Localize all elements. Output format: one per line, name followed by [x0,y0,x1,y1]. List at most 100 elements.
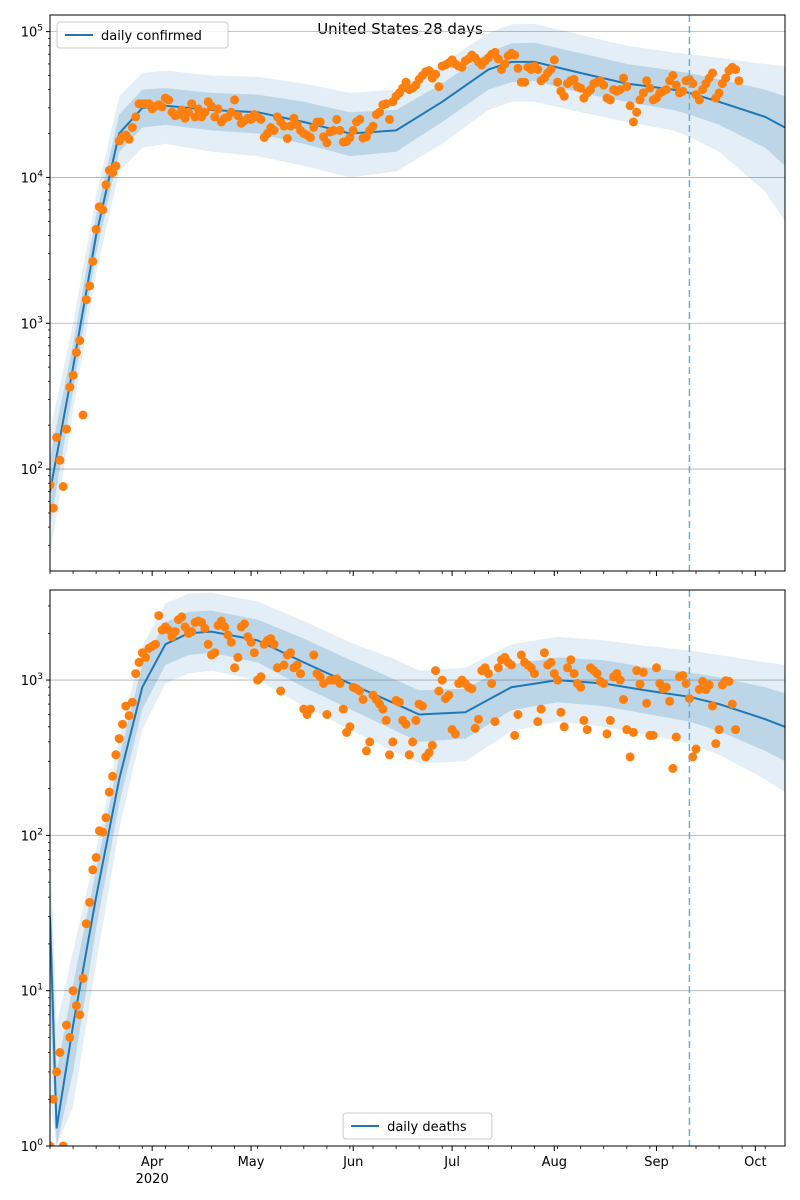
observed-point [62,424,71,434]
observed-point [599,80,609,90]
observed-point [638,667,648,677]
observed-point [108,168,118,178]
y-tick-label: 101 [21,983,43,1000]
observed-point [450,729,460,739]
observed-point [127,123,137,132]
observed-point [187,99,197,109]
observed-point [665,696,675,706]
observed-point [533,717,543,727]
observed-point [533,65,543,74]
observed-point [388,737,398,747]
observed-point [661,85,671,95]
observed-point [335,679,345,688]
observed-point [78,410,88,420]
observed-point [375,107,385,117]
observed-point [483,669,493,679]
legend: daily deaths [342,1112,493,1140]
observed-point [474,714,483,724]
observed-point [52,1067,62,1077]
observed-point [50,1094,58,1104]
observed-point [576,83,586,93]
observed-point [282,134,292,143]
legend-label: daily confirmed [101,29,202,44]
observed-point [332,114,342,124]
observed-point [62,1020,71,1030]
observed-point [411,715,421,725]
y-tick-label: 103 [21,315,43,332]
observed-point [553,77,563,87]
observed-point [691,744,701,754]
observed-point [233,111,243,121]
observed-point [296,669,305,679]
observed-point [315,672,325,682]
uncertainty-band-inner [50,42,785,528]
observed-point [104,787,114,797]
figure-title: United States 28 days [317,20,483,38]
observed-point [345,722,355,732]
observed-point [65,1032,75,1042]
observed-point [408,737,418,747]
observed-point [628,117,638,127]
observed-point [714,725,724,735]
observed-point [493,54,503,64]
observed-point [131,112,141,122]
observed-point [315,117,325,127]
observed-point [553,675,563,685]
observed-point [91,224,101,234]
observed-point [124,711,134,721]
legend-box [56,21,229,49]
observed-point [434,686,444,696]
observed-point [661,682,671,692]
observed-point [365,737,375,747]
observed-point [345,133,355,142]
observed-point [177,612,187,622]
observed-point [322,138,332,148]
y-tick-label: 102 [21,827,43,844]
y-tick-label: 100 [21,1138,44,1155]
observed-point [678,671,688,680]
observed-point [437,675,447,685]
observed-point [506,660,516,670]
observed-point [154,611,164,621]
observed-point [671,80,681,90]
observed-point [85,281,95,291]
observed-point [487,679,497,688]
observed-point [424,748,434,758]
observed-point [546,65,556,74]
observed-point [394,697,404,707]
observed-point [226,107,236,117]
observed-point [549,55,559,65]
y-tick-label: 105 [21,24,43,41]
observed-point [157,102,167,112]
observed-point [200,623,210,633]
observed-point [348,125,358,135]
observed-point [648,730,658,740]
observed-point [424,66,434,76]
observed-point [131,669,141,679]
observed-point [559,91,569,101]
observed-point [381,715,391,725]
observed-point [704,680,714,690]
observed-point [309,650,319,660]
observed-point [385,114,394,124]
observed-point [500,59,510,69]
observed-point [684,694,694,704]
observed-point [240,619,249,629]
observed-point [566,655,576,665]
observed-point [246,637,256,647]
observed-point [127,697,137,707]
observed-point [385,750,394,760]
observed-point [724,676,734,686]
x-tick-label: Oct [744,1155,766,1170]
observed-point [305,704,315,714]
observed-point [269,639,279,649]
observed-point [678,86,688,96]
observed-point [81,919,91,929]
legend-label: daily deaths [387,1120,467,1135]
observed-point [569,669,579,679]
observed-point [121,701,131,711]
observed-point [358,695,368,704]
observed-point [619,695,628,704]
observed-point [75,336,85,346]
